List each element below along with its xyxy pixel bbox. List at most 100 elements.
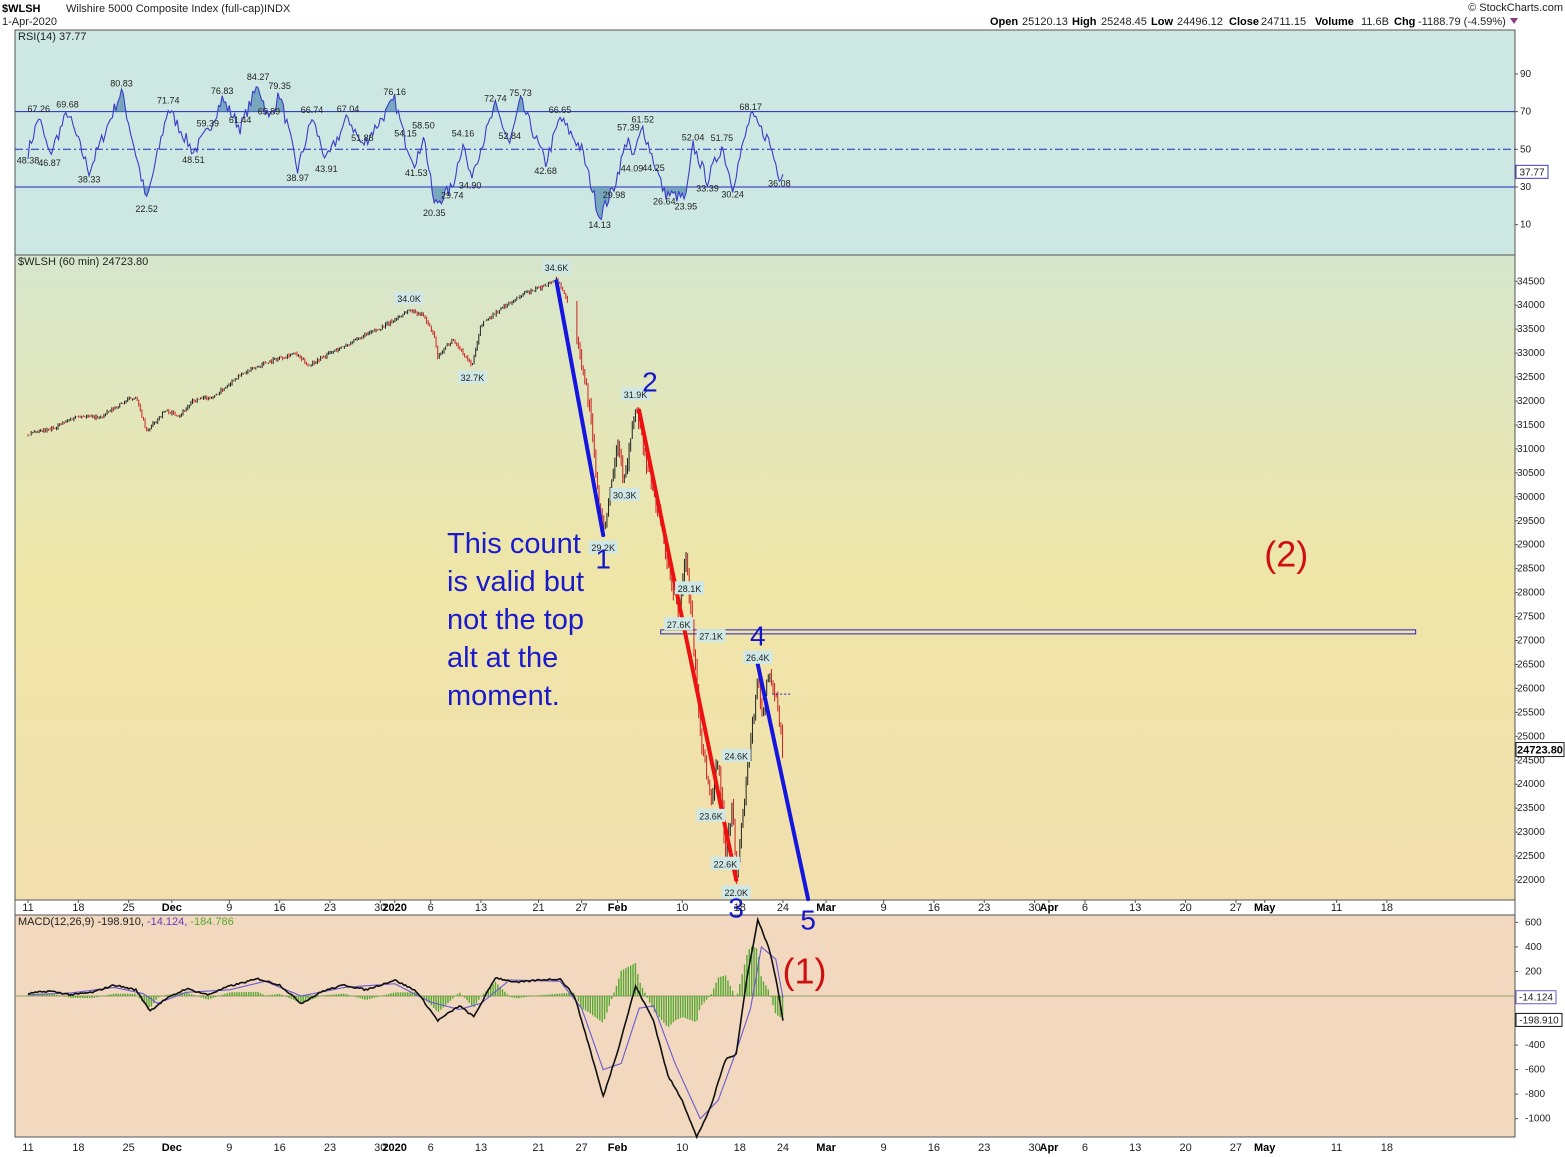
high-label: High [1072, 16, 1097, 28]
rsi-value-label: 38.33 [78, 174, 101, 184]
date-tick-label-bottom: 30 [1028, 1142, 1040, 1154]
date-tick-label-bottom: Dec [162, 1142, 182, 1154]
rsi-value-label: 51.88 [351, 133, 374, 143]
macd-title-hist: -184.786 [190, 916, 233, 928]
rsi-current-value: 37.77 [1519, 167, 1544, 178]
axis-layer: 111118182525DecDec9916162323303020202020… [22, 900, 1393, 1154]
rsi-value-label: 69.68 [56, 99, 79, 109]
rsi-value-label: 76.83 [211, 86, 234, 96]
rsi-overbought-fill [252, 91, 255, 112]
date-tick-label: 9 [881, 902, 887, 914]
rsi-oversold-fill [437, 186, 440, 203]
date-tick-label: 18 [734, 902, 746, 914]
date-tick-label-bottom: 11 [1331, 1142, 1342, 1154]
close-value: 24711.15 [1261, 16, 1306, 28]
date-tick-label-bottom: 20 [1179, 1142, 1191, 1154]
rsi-value-label: 51.75 [711, 133, 734, 143]
price-tick-label: 28500 [1517, 564, 1545, 575]
date-tick-label: 2020 [382, 902, 406, 914]
rsi-value-label: 14.13 [588, 220, 611, 230]
macd-title-signal: -14.124, [147, 916, 187, 928]
rsi-oversold-fill [597, 186, 600, 219]
down-arrow-icon [1510, 18, 1518, 24]
rsi-overbought-fill [392, 94, 395, 112]
date-tick-label-bottom: 9 [881, 1142, 887, 1154]
price-current-value: 24723.80 [1517, 745, 1563, 757]
rsi-value-label: 66.74 [301, 105, 324, 115]
date-tick-label: 23 [978, 902, 990, 914]
price-tick-label: 22000 [1517, 875, 1545, 886]
rsi-overbought-fill [387, 102, 390, 112]
macd-value-badge [1515, 1012, 1563, 1027]
date-tick-label: 23 [324, 902, 336, 914]
rsi-tick-label: 90 [1520, 69, 1532, 80]
price-tick-label: 33000 [1517, 348, 1545, 359]
macd-tick-label: -800 [1525, 1089, 1545, 1100]
rsi-value-label: 26.64 [653, 196, 676, 206]
wave-line-3 [755, 662, 811, 902]
date-tick-label: 30 [1028, 902, 1040, 914]
price-tick-label: 32000 [1517, 396, 1545, 407]
rsi-value-label: 52.84 [498, 131, 521, 141]
date-tick-label: Mar [816, 902, 836, 914]
price-tick-label: 27500 [1517, 612, 1545, 623]
wave-label: 2 [642, 366, 658, 397]
date-tick-label: 11 [1331, 902, 1342, 914]
date-tick-label-bottom: 27 [576, 1142, 588, 1154]
rsi-value-label: 34.90 [459, 181, 482, 191]
price-tick-label: 22500 [1517, 851, 1545, 862]
date-tick-label: 18 [1381, 902, 1393, 914]
date-tick-label: 16 [928, 902, 940, 914]
price-tick-label: 26500 [1517, 659, 1545, 670]
rsi-current-badge [1515, 164, 1549, 179]
price-tick-label: 24500 [1517, 755, 1545, 766]
date-tick-label-bottom: 18 [734, 1142, 746, 1154]
date-tick-label-bottom: 18 [1381, 1142, 1393, 1154]
macd-signal-line [27, 945, 784, 1120]
price-value-label: 22.6K [714, 859, 738, 869]
rsi-value-label: 58.50 [412, 120, 435, 130]
exchange: INDX [264, 3, 291, 15]
date-tick-label-bottom: Mar [816, 1142, 836, 1154]
rsi-overbought-fill [391, 99, 393, 112]
wave-line-2 [637, 408, 739, 882]
price-label-box [588, 540, 618, 554]
high-value: 25248.45 [1101, 16, 1147, 28]
rsi-oversold-fill [599, 186, 602, 220]
rsi-value-label: 65.89 [258, 106, 281, 116]
rsi-overbought-fill [121, 89, 124, 112]
date-tick-label: 20 [1179, 902, 1191, 914]
rsi-panel [14, 29, 1516, 256]
rsi-value-label: 57.39 [617, 122, 640, 132]
date-tick-label: 24 [777, 902, 789, 914]
date-tick-label-bottom: 6 [428, 1142, 434, 1154]
macd-layer: -1000-800-600-400-20020040060035(1)-14.1… [15, 892, 1563, 1140]
macd-panel [14, 914, 1516, 1138]
open-label: Open [990, 16, 1018, 28]
rsi-overbought-fill [256, 86, 259, 112]
price-value-label: 31.9K [624, 390, 648, 400]
date-tick-label-bottom: 6 [1082, 1142, 1088, 1154]
price-label-box [621, 387, 651, 401]
rsi-value-label: 29.98 [603, 190, 626, 200]
macd-tick-label: -1000 [1525, 1114, 1551, 1125]
price-tick-label: 23500 [1517, 803, 1545, 814]
macd-tick-label: 400 [1525, 942, 1542, 953]
price-layer: 22000 22500 23000 23500 24000 24500 25000 25500… [27, 260, 1565, 902]
rsi-oversold-fill [680, 186, 683, 198]
date-tick-label: 13 [475, 902, 487, 914]
date-axis-strip [14, 899, 1516, 916]
rsi-value-label: 46.87 [38, 158, 61, 168]
chart-date: 1-Apr-2020 [2, 16, 57, 28]
rsi-value-label: 67.26 [28, 104, 51, 114]
rsi-layer: 10 30 50 70 90 48.38 67.26 46.87 69.68 38.33 80.83… [15, 69, 1549, 231]
index-name: Wilshire 5000 Composite Index (full-cap) [66, 3, 264, 15]
chg-value: -1188.79 (-4.59%) [1418, 16, 1506, 28]
date-tick-label-bottom: 24 [777, 1142, 789, 1154]
macd-title-main: MACD(12,26,9) -198.910, [18, 916, 144, 928]
date-tick-label-bottom: Apr [1040, 1142, 1060, 1154]
rsi-value-label: 66.65 [549, 105, 572, 115]
date-tick-label: 10 [676, 902, 688, 914]
date-tick-label-bottom: 16 [274, 1142, 286, 1154]
